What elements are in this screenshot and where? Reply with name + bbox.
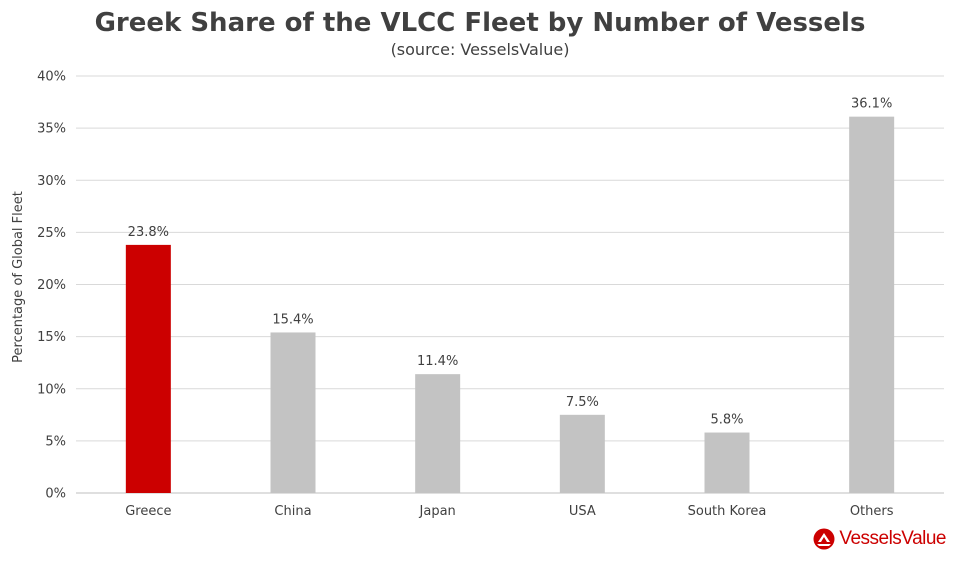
y-tick-label: 40% bbox=[37, 70, 66, 85]
data-label: 36.1% bbox=[851, 97, 892, 112]
x-axis-ticks: Greece China Japan USA South Korea Others bbox=[125, 504, 894, 519]
x-tick-label: South Korea bbox=[688, 504, 767, 519]
chart-subtitle: (source: VesselsValue) bbox=[390, 40, 570, 59]
x-tick-label: Greece bbox=[125, 504, 171, 519]
data-label: 15.4% bbox=[272, 312, 313, 327]
x-tick-label: Japan bbox=[419, 504, 456, 519]
brand-logo: VesselsValue bbox=[813, 528, 946, 550]
y-tick-label: 30% bbox=[37, 174, 66, 189]
y-tick-label: 35% bbox=[37, 122, 66, 137]
x-tick-label: Others bbox=[850, 504, 894, 519]
y-tick-label: 10% bbox=[37, 382, 66, 397]
brand-name: VesselsValue bbox=[839, 528, 946, 549]
bars bbox=[125, 116, 895, 493]
y-tick-label: 25% bbox=[37, 226, 66, 241]
bar-south-korea bbox=[704, 432, 750, 493]
gridlines bbox=[76, 75, 944, 494]
bar-china bbox=[270, 332, 316, 493]
data-label: 23.8% bbox=[128, 225, 169, 240]
chart-title: Greek Share of the VLCC Fleet by Number … bbox=[94, 8, 866, 38]
y-tick-label: 0% bbox=[45, 487, 66, 502]
bar-others bbox=[849, 116, 895, 493]
y-axis-label: Percentage of Global Fleet bbox=[11, 191, 26, 363]
vesselsvalue-logo-icon bbox=[813, 528, 835, 550]
y-axis-ticks: 0% 5% 10% 15% 20% 25% 30% 35% 40% bbox=[37, 70, 66, 502]
data-label: 11.4% bbox=[417, 354, 458, 369]
bar-greece bbox=[125, 244, 171, 493]
x-tick-label: USA bbox=[569, 504, 596, 519]
y-tick-label: 20% bbox=[37, 278, 66, 293]
bar-japan bbox=[415, 374, 461, 493]
bar-usa bbox=[559, 414, 605, 493]
x-tick-label: China bbox=[274, 504, 311, 519]
data-labels: 23.8% 15.4% 11.4% 7.5% 5.8% 36.1% bbox=[128, 97, 893, 428]
y-tick-label: 15% bbox=[37, 330, 66, 345]
y-tick-label: 5% bbox=[45, 434, 66, 449]
data-label: 5.8% bbox=[710, 413, 743, 428]
data-label: 7.5% bbox=[566, 395, 599, 410]
